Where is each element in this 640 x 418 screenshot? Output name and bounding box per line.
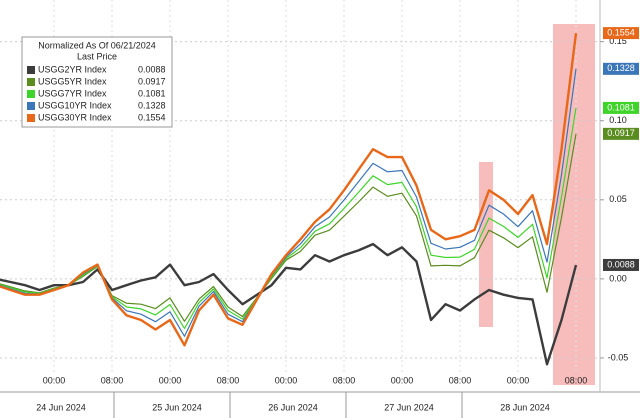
date-label: 25 Jun 2024 [152,402,202,412]
series-line [0,133,577,322]
x-tick-label: 00:00 [43,375,66,385]
last-value-label: 0.0917 [607,128,635,138]
x-tick-label: 08:00 [101,375,124,385]
legend-value: 0.1328 [138,100,166,110]
lines [0,32,578,366]
x-tick-label: 08:00 [333,375,356,385]
x-tick-label: 00:00 [507,375,530,385]
legend-value: 0.0088 [138,64,166,74]
x-tick-label: 00:00 [159,375,182,385]
legend-value: 0.1081 [138,88,166,98]
x-tick-label: 08:00 [565,375,588,385]
legend: Normalized As Of 06/21/2024 Last Price U… [21,36,173,128]
date-label: 27 Jun 2024 [384,402,434,412]
highlight [553,24,595,385]
last-value-tag [603,62,639,75]
y-tick-label: -0.05 [608,352,629,362]
legend-swatch [27,114,35,122]
date-label: 26 Jun 2024 [268,402,318,412]
series-line [0,242,578,366]
legend-label: USGG10YR Index [38,100,112,110]
legend-subtitle: Last Price [77,51,117,61]
last-value-tag [603,27,639,40]
legend-label: USGG7YR Index [38,88,107,98]
last-value-label: 0.0088 [607,259,635,269]
highlight [479,162,493,327]
last-value-tag [603,258,639,271]
last-value-label: 0.1554 [607,27,635,37]
x-tick-label: 00:00 [275,375,298,385]
y-tick-label: 0.15 [609,36,627,46]
legend-swatch [27,102,35,110]
x-tick-label: 08:00 [217,375,240,385]
y-tick-label: 0.05 [609,194,627,204]
series-line [0,107,577,330]
series-line [0,32,578,347]
last-value-tag [603,101,639,114]
x-tick-label: 00:00 [391,375,414,385]
date-label: 24 Jun 2024 [36,402,86,412]
legend-value: 0.0917 [138,76,166,86]
legend-title: Normalized As Of 06/21/2024 [38,40,156,50]
axis-labels: -0.05 0.00 0.05 0.10 0.15 00:00 08:00 00:00 08:0… [36,27,639,418]
last-value-label: 0.1328 [607,63,635,73]
y-tick-label: 0.10 [609,115,627,125]
legend-label: USGG30YR Index [38,112,112,122]
last-value-label: 0.1081 [607,102,635,112]
legend-box [21,36,173,128]
last-value-tag [603,127,639,140]
legend-value: 0.1554 [138,112,166,122]
legend-label: USGG5YR Index [38,76,107,86]
grid [0,0,600,372]
legend-swatch [27,66,35,74]
legend-swatch [27,90,35,98]
legend-swatch [27,78,35,86]
legend-label: USGG2YR Index [38,64,107,74]
y-tick-label: 0.00 [609,273,627,283]
date-label: 28 Jun 2024 [500,402,550,412]
x-tick-label: 08:00 [449,375,472,385]
